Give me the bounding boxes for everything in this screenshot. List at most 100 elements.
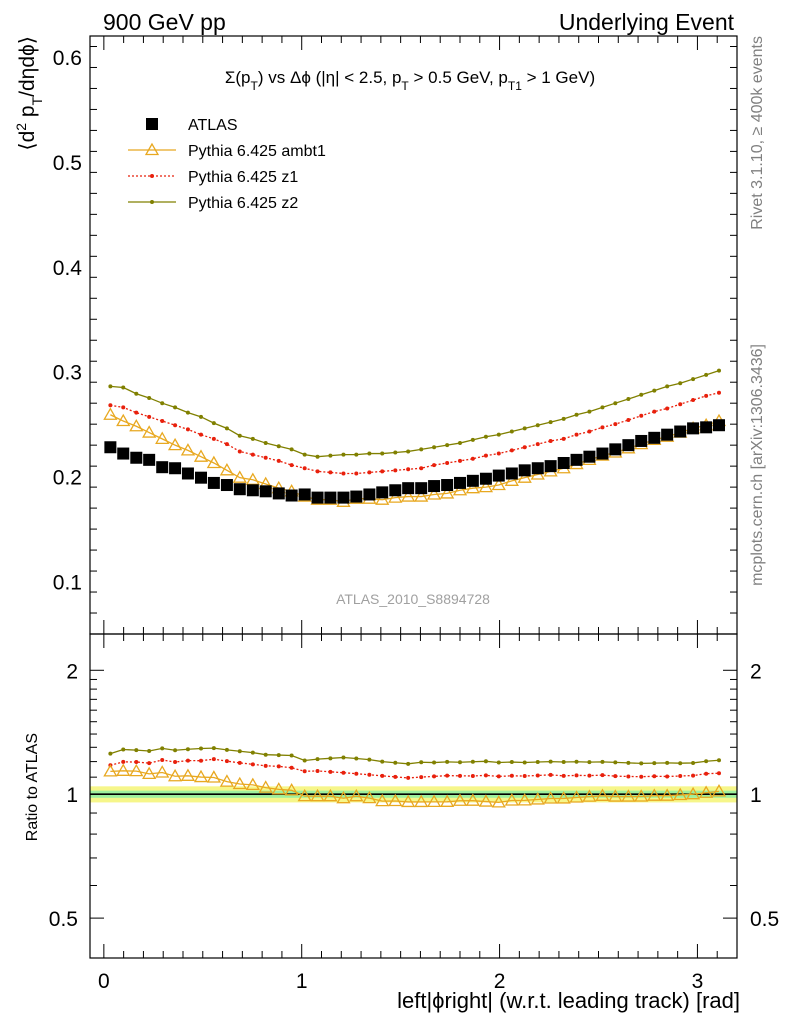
data-point [160,758,165,763]
data-point [600,425,605,430]
data-point [250,762,255,767]
data-point [716,390,721,395]
data-point [432,445,437,450]
data-point [380,773,385,778]
data-point-ambt1 [336,790,351,804]
data-point-atlas [466,474,479,487]
ratio-series [103,746,727,808]
data-point [470,773,475,778]
data-point-ambt1 [349,788,364,802]
header-left: 900 GeV pp [103,9,226,35]
data-point [315,454,320,459]
data-point-atlas [428,480,441,493]
data-point-ambt1 [206,455,221,469]
data-point [108,751,113,756]
data-point [250,750,255,755]
ratio-y-tick-label-left: 2 [66,660,78,683]
data-point [367,470,372,475]
data-point [393,450,398,455]
analysis-watermark: ATLAS_2010_S8894728 [336,591,490,607]
data-point [393,760,398,765]
data-point [496,774,501,779]
data-point-ambt1 [310,788,325,802]
data-point [522,760,527,765]
data-point-ambt1 [621,789,636,802]
data-point-ambt1 [232,470,247,483]
ratio-line [110,770,720,804]
data-point [302,452,307,457]
data-point [522,426,527,431]
data-point [639,774,644,779]
legend-label: Pythia 6.425 z2 [188,195,298,212]
y-tick-label: 0.6 [53,47,82,70]
data-point-ambt1 [504,473,519,486]
data-point-atlas [622,439,635,452]
data-point [160,419,165,424]
data-point-ambt1 [634,789,649,802]
data-point-ambt1 [478,479,494,493]
data-point [704,393,709,398]
data-point-atlas [687,422,700,435]
data-point [406,467,411,472]
data-point [522,774,527,779]
data-point-atlas [181,467,194,480]
data-point-atlas [130,451,143,464]
data-point-ambt1 [258,780,273,793]
data-point [315,469,320,474]
data-point [198,746,203,751]
chart-title: Σ(pT) vs Δϕ (|η| < 2.5, pT > 0.5 GeV, pT… [225,68,595,93]
data-point-ambt1 [401,794,416,808]
data-point-ambt1 [440,794,455,807]
ratio-bands [90,786,737,803]
data-point [237,433,242,438]
data-point-ambt1 [465,480,480,494]
data-point [678,381,683,386]
data-point [613,774,618,779]
data-point-atlas [570,453,583,466]
main-panel: ATLAS_2010_S8894728 Σ(pT) vs Δϕ (|η| < 2… [13,35,738,635]
data-point-ambt1 [116,763,131,776]
data-point-atlas [169,462,182,475]
ratio-y-tick-label-right: 0.5 [750,908,779,931]
data-point [419,775,424,780]
data-point [678,402,683,407]
ratio-line [110,747,720,765]
data-point-atlas [376,486,389,499]
series-line [110,414,720,503]
data-point [419,466,424,471]
data-point-ambt1 [219,774,235,787]
data-point [237,749,242,754]
data-point [276,458,281,463]
data-point [509,760,514,765]
data-point [237,449,242,454]
data-point-atlas [518,464,531,477]
data-point-ambt1 [569,790,584,803]
data-point-ambt1 [556,791,571,804]
data-point-ambt1 [582,789,597,802]
data-point [211,436,216,441]
data-point [160,746,165,751]
data-point [289,765,294,770]
data-point [574,759,579,764]
data-point [574,432,579,437]
data-point [535,773,540,778]
data-point-atlas [143,453,156,466]
data-point-atlas [311,491,324,504]
data-point-atlas [104,441,117,454]
main-series [103,368,727,507]
data-point [393,774,398,779]
legend: ATLAS Pythia 6.425 ambt1 Pythia 6.425 z1 Py… [128,117,326,212]
data-point-ambt1 [232,776,247,790]
data-point [626,396,631,401]
data-point-ambt1 [414,794,429,808]
data-point [198,758,203,763]
data-point [276,444,281,449]
main-ticks: 0.1 0.2 0.3 0.4 0.5 0.6 [53,36,738,635]
data-point-atlas [609,443,622,456]
data-point [134,760,139,765]
data-point [185,410,190,415]
data-point-atlas [285,489,298,502]
data-point [561,416,566,421]
data-point-atlas [441,479,454,492]
data-point-ambt1 [465,793,480,806]
